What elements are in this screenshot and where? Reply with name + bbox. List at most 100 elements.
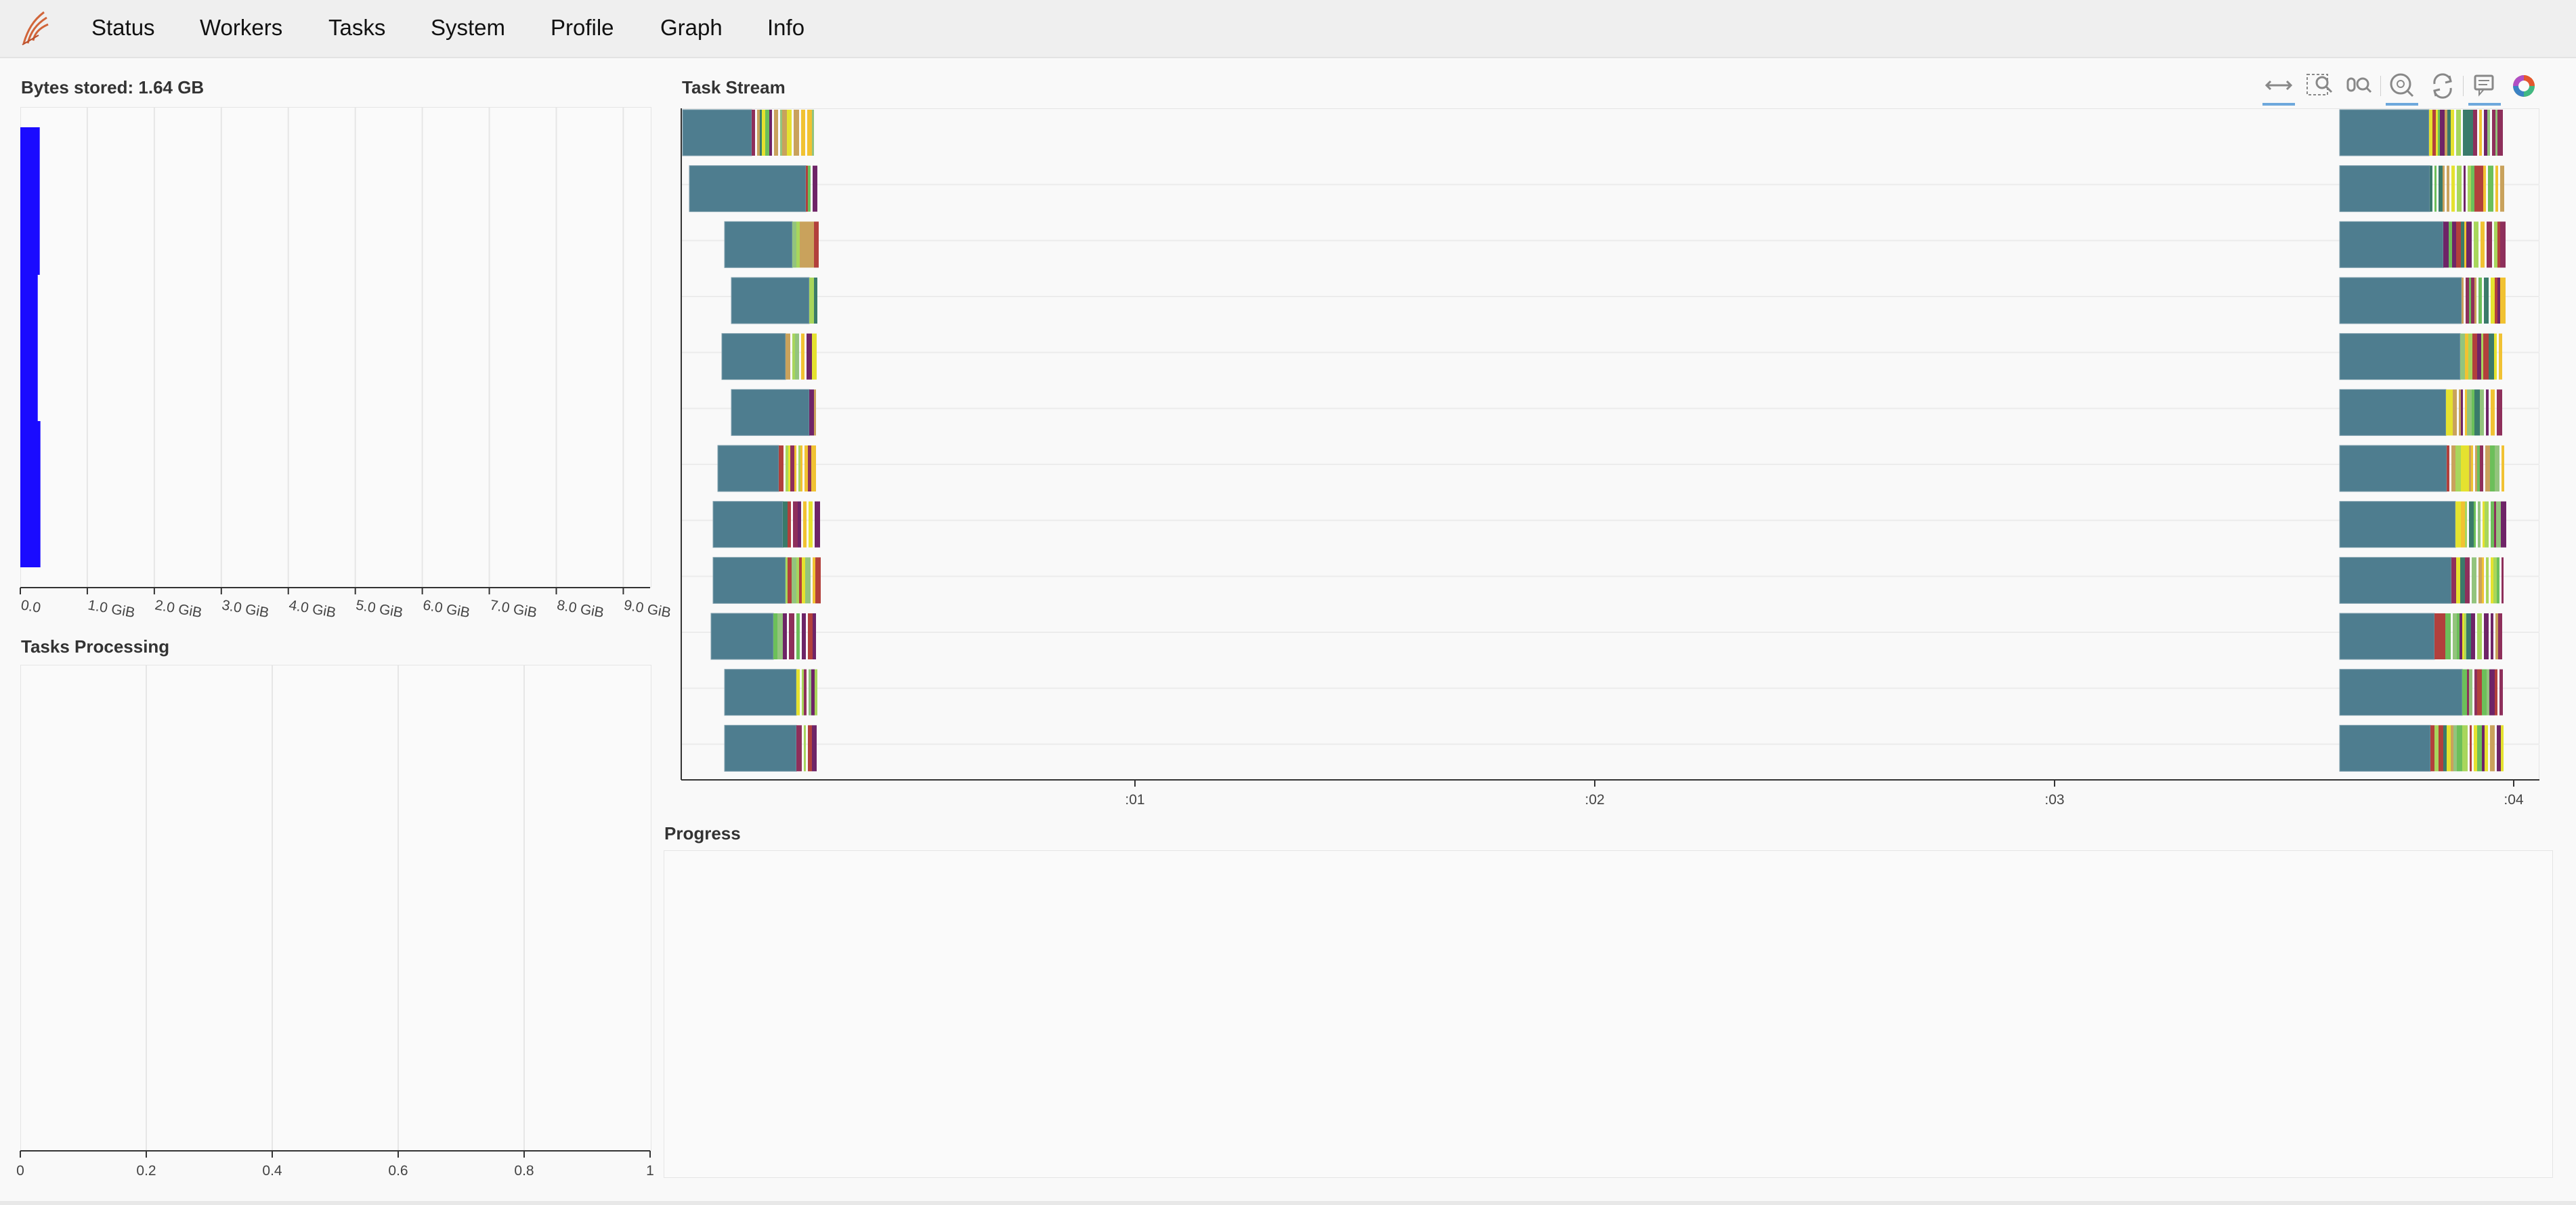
bytes-stored-plot[interactable]: [20, 107, 651, 588]
ts-task-rect: [2453, 389, 2457, 436]
wheel-zoom-tool[interactable]: [2342, 69, 2378, 103]
tasks-processing-plot[interactable]: [20, 665, 651, 1151]
reset-tool[interactable]: [2425, 69, 2460, 103]
ts-task-rect: [2495, 669, 2497, 716]
nav-tasks[interactable]: Tasks: [328, 15, 386, 40]
ts-task-rect: [2451, 110, 2454, 156]
ts-task-rect: [2443, 221, 2449, 268]
ts-task-rect: [796, 221, 800, 268]
ts-task-rect: [2495, 165, 2498, 212]
ts-task-rect: [2495, 278, 2497, 324]
box-zoom-tool[interactable]: [2302, 69, 2337, 103]
ts-task-rect: [2500, 278, 2506, 324]
progress-plot[interactable]: [664, 850, 2553, 1178]
ts-task-rect: [2461, 221, 2464, 268]
ts-task-rect: [2460, 557, 2465, 604]
ts-task-rect: [790, 445, 794, 491]
ts-task-rect: [2495, 445, 2499, 491]
ts-task-rect: [2500, 165, 2504, 212]
ts-task-rect: [2466, 278, 2469, 324]
ts-task-rect: [2477, 333, 2481, 380]
ts-task-rect: [806, 165, 808, 212]
ts-task-rect: [2502, 445, 2504, 491]
ts-task-rect: [783, 501, 788, 548]
ts-task-rect: [2456, 221, 2461, 268]
ts-task-rect: [2487, 110, 2490, 156]
bokeh-logo[interactable]: [2506, 69, 2541, 103]
xpan-icon: [2264, 80, 2293, 91]
ts-task-rect: [2482, 557, 2484, 604]
ts-task-rect: [813, 165, 817, 212]
zoom-in-tool[interactable]: [2384, 69, 2420, 106]
ts-task-rect: [2471, 613, 2475, 659]
ts-task-rect: [2452, 221, 2456, 268]
ts-task-rect: [2477, 613, 2482, 659]
ts-task-rect: [2457, 613, 2460, 659]
ts-task-rect: [804, 669, 807, 716]
tp-tick-label: 0.6: [388, 1163, 408, 1179]
ts-task-rect: [2451, 557, 2456, 604]
ts-task-rect: [2462, 669, 2467, 716]
ts-task-rect: [724, 724, 797, 772]
ts-task-rect: [2473, 110, 2477, 156]
ts-task-rect: [811, 445, 816, 491]
ts-task-rect: [809, 278, 814, 324]
ts-task-rect: [2491, 613, 2493, 659]
tp-tick-label: 0.4: [262, 1163, 282, 1179]
ts-task-rect: [2468, 333, 2472, 380]
ts-task-rect: [2445, 613, 2451, 659]
nav-graph[interactable]: Graph: [660, 15, 723, 40]
ts-task-rect: [2485, 725, 2488, 772]
nav-workers[interactable]: Workers: [200, 15, 283, 40]
ts-task-rect: [765, 110, 769, 156]
ts-task-rect: [2478, 557, 2482, 604]
ts-task-rect: [2439, 725, 2441, 772]
bytes-stored-title: Bytes stored: 1.64 GB: [21, 77, 205, 97]
ts-task-rect: [2440, 613, 2445, 659]
ts-task-rect: [2494, 333, 2497, 380]
ts-task-rect: [2499, 669, 2503, 716]
ts-tick-label: :03: [2044, 792, 2064, 808]
ts-task-rect: [2461, 445, 2464, 491]
ts-task-rect: [2488, 165, 2493, 212]
ts-task-rect: [793, 501, 798, 548]
ts-task-rect: [2465, 389, 2467, 436]
ts-task-rect: [777, 613, 783, 659]
hover-tool[interactable]: [2467, 69, 2502, 106]
ts-task-rect: [804, 445, 808, 491]
ts-task-rect: [795, 333, 799, 380]
ts-task-rect: [2451, 165, 2455, 212]
ts-task-rect: [788, 501, 791, 548]
ts-task-rect: [752, 110, 755, 156]
ts-task-rect: [792, 221, 796, 268]
ts-task-rect: [780, 110, 782, 156]
ts-task-rect: [2434, 613, 2440, 659]
ts-task-rect: [2472, 557, 2476, 604]
ts-task-rect: [2474, 278, 2476, 324]
xpan-tool[interactable]: [2261, 69, 2296, 106]
ts-task-rect: [2490, 445, 2495, 491]
box-zoom-icon: [2306, 74, 2333, 95]
ts-task-rect: [2471, 278, 2474, 324]
ts-task-rect: [2446, 389, 2449, 436]
ts-task-rect: [2339, 501, 2456, 548]
ts-task-rect: [2483, 165, 2486, 212]
ts-task-rect: [712, 556, 786, 604]
ts-task-rect: [2466, 221, 2472, 268]
ts-task-rect: [2491, 389, 2495, 436]
ts-task-rect: [815, 557, 821, 604]
ts-task-rect: [2477, 669, 2482, 716]
dask-logo-icon[interactable]: [18, 8, 52, 49]
nav-profile[interactable]: Profile: [551, 15, 614, 40]
ts-task-rect: [815, 501, 820, 548]
bokeh-logo-icon: [2513, 75, 2535, 97]
nav-status[interactable]: Status: [91, 15, 155, 40]
ts-task-rect: [773, 613, 777, 659]
nav-info[interactable]: Info: [767, 15, 805, 40]
tp-tick-label: 0.8: [514, 1163, 534, 1179]
nav-system[interactable]: System: [431, 15, 506, 40]
task-stream-plot[interactable]: [681, 108, 2539, 780]
ts-task-rect: [2491, 501, 2494, 548]
tasks-processing-title: Tasks Processing: [21, 636, 170, 657]
ts-task-rect: [710, 613, 774, 660]
